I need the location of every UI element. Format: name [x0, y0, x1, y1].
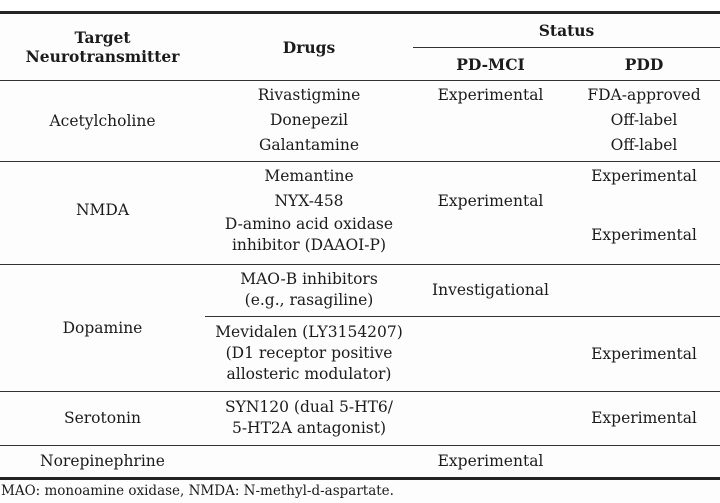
- drug-line: Rivastigmine: [257, 86, 361, 104]
- drug-multiline: D-amino acid oxidase inhibitor (DAAOI-P): [205, 214, 413, 256]
- pdd-status: Experimental: [591, 409, 697, 427]
- header-target-neurotransmitter: Target Neurotransmitter: [25, 28, 180, 66]
- empty-cell: [413, 322, 568, 385]
- drug-line: SYN120 (dual 5-HT6/: [224, 398, 394, 416]
- empty-cell: [568, 449, 720, 474]
- empty-cell: [568, 269, 720, 311]
- section-acetylcholine: Acetylcholine Rivastigmine Donepezil Gal…: [0, 81, 720, 162]
- section-dopamine: Dopamine MAO-B inhibitors (e.g., rasagil…: [0, 265, 720, 392]
- pdd-status: Experimental: [591, 226, 697, 244]
- drug-line: Donepezil: [269, 111, 349, 129]
- target-cell: Acetylcholine: [49, 111, 156, 130]
- pdmci-cell: Experimental: [413, 164, 568, 256]
- drug-line: Mevidalen (LY3154207): [215, 323, 403, 341]
- drug-cell: Rivastigmine Donepezil Galantamine: [205, 83, 413, 158]
- drug-cell: Mevidalen (LY3154207) (D1 receptor posit…: [205, 322, 413, 385]
- drug-line: (D1 receptor positive: [225, 344, 393, 362]
- drug-line: D-amino acid oxidase: [224, 215, 394, 233]
- drug-line: inhibitor (DAAOI-P): [231, 236, 387, 254]
- empty-cell-spacer: [568, 189, 720, 214]
- header-status-group: Status PD-MCI PDD: [413, 14, 720, 80]
- pdmci-cell: Experimental: [413, 83, 568, 158]
- table-header-row: Target Neurotransmitter Drugs Status PD-…: [0, 14, 720, 81]
- dopamine-subrow-maob: MAO-B inhibitors (e.g., rasagiline) Inve…: [205, 265, 720, 317]
- table-footnote: MAO: monoamine oxidase, NMDA: N-methyl-d…: [1, 483, 394, 499]
- empty-cell: [413, 397, 568, 439]
- drug-cell: Memantine NYX-458 D-amino acid oxidase i…: [205, 164, 413, 256]
- header-status: Status: [413, 14, 720, 48]
- drug-line: Memantine: [264, 167, 354, 185]
- dopamine-subrows: MAO-B inhibitors (e.g., rasagiline) Inve…: [205, 265, 720, 391]
- drug-cell: SYN120 (dual 5-HT6/ 5-HT2A antagonist): [205, 397, 413, 439]
- drug-line: NYX-458: [274, 192, 344, 210]
- drug-line: Galantamine: [258, 136, 360, 154]
- target-cell: Dopamine: [62, 319, 143, 337]
- pdmci-status: Investigational: [431, 281, 550, 299]
- drug-line: (e.g., rasagiline): [244, 291, 374, 309]
- section-serotonin: Serotonin SYN120 (dual 5-HT6/ 5-HT2A ant…: [0, 392, 720, 446]
- header-status-subcolumns: PD-MCI PDD: [413, 48, 720, 80]
- pdd-cell: Experimental Experimental: [568, 164, 720, 256]
- pdmci-status: Experimental: [437, 86, 544, 104]
- target-cell: Norepinephrine: [0, 449, 205, 474]
- header-pdd: PDD: [624, 54, 664, 74]
- pdd-cell: FDA-approved Off-label Off-label: [568, 83, 720, 158]
- target-cell: NMDA: [75, 201, 130, 219]
- pdmci-cell: Experimental: [413, 449, 568, 474]
- pdd-status: FDA-approved: [587, 86, 701, 104]
- drug-line: allosteric modulator): [226, 365, 392, 383]
- pdmci-status: Experimental: [437, 452, 544, 470]
- empty-cell-spacer: [413, 164, 568, 189]
- drug-line: MAO-B inhibitors: [240, 270, 378, 288]
- target-label: Norepinephrine: [40, 452, 165, 470]
- header-drugs: Drugs: [282, 37, 336, 57]
- header-pd-mci: PD-MCI: [456, 54, 525, 74]
- dopamine-subrow-mevidalen: Mevidalen (LY3154207) (D1 receptor posit…: [205, 317, 720, 391]
- section-nmda: NMDA Memantine NYX-458 D-amino acid oxid…: [0, 162, 720, 265]
- pdd-status: Off-label: [610, 136, 678, 154]
- paper-page: Target Neurotransmitter Drugs Status PD-…: [0, 11, 720, 503]
- drug-line: 5-HT2A antagonist): [231, 419, 387, 437]
- target-cell: Serotonin: [63, 409, 141, 427]
- drug-cell: MAO-B inhibitors (e.g., rasagiline): [205, 269, 413, 311]
- drug-status-table: Target Neurotransmitter Drugs Status PD-…: [0, 11, 720, 480]
- pdmci-status: Experimental: [437, 192, 544, 210]
- pdd-status: Experimental: [591, 167, 697, 185]
- section-norepinephrine: Norepinephrine Experimental: [0, 446, 720, 480]
- pdd-status: Experimental: [591, 344, 697, 363]
- empty-cell: [205, 449, 413, 474]
- pdd-status: Off-label: [610, 111, 678, 129]
